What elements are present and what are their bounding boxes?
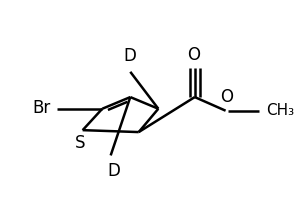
Text: S: S	[75, 134, 85, 152]
Text: D: D	[107, 162, 120, 180]
Text: O: O	[187, 46, 200, 64]
Text: Br: Br	[32, 99, 50, 117]
Text: D: D	[124, 47, 137, 65]
Text: CH₃: CH₃	[266, 103, 294, 118]
Text: O: O	[220, 88, 233, 106]
